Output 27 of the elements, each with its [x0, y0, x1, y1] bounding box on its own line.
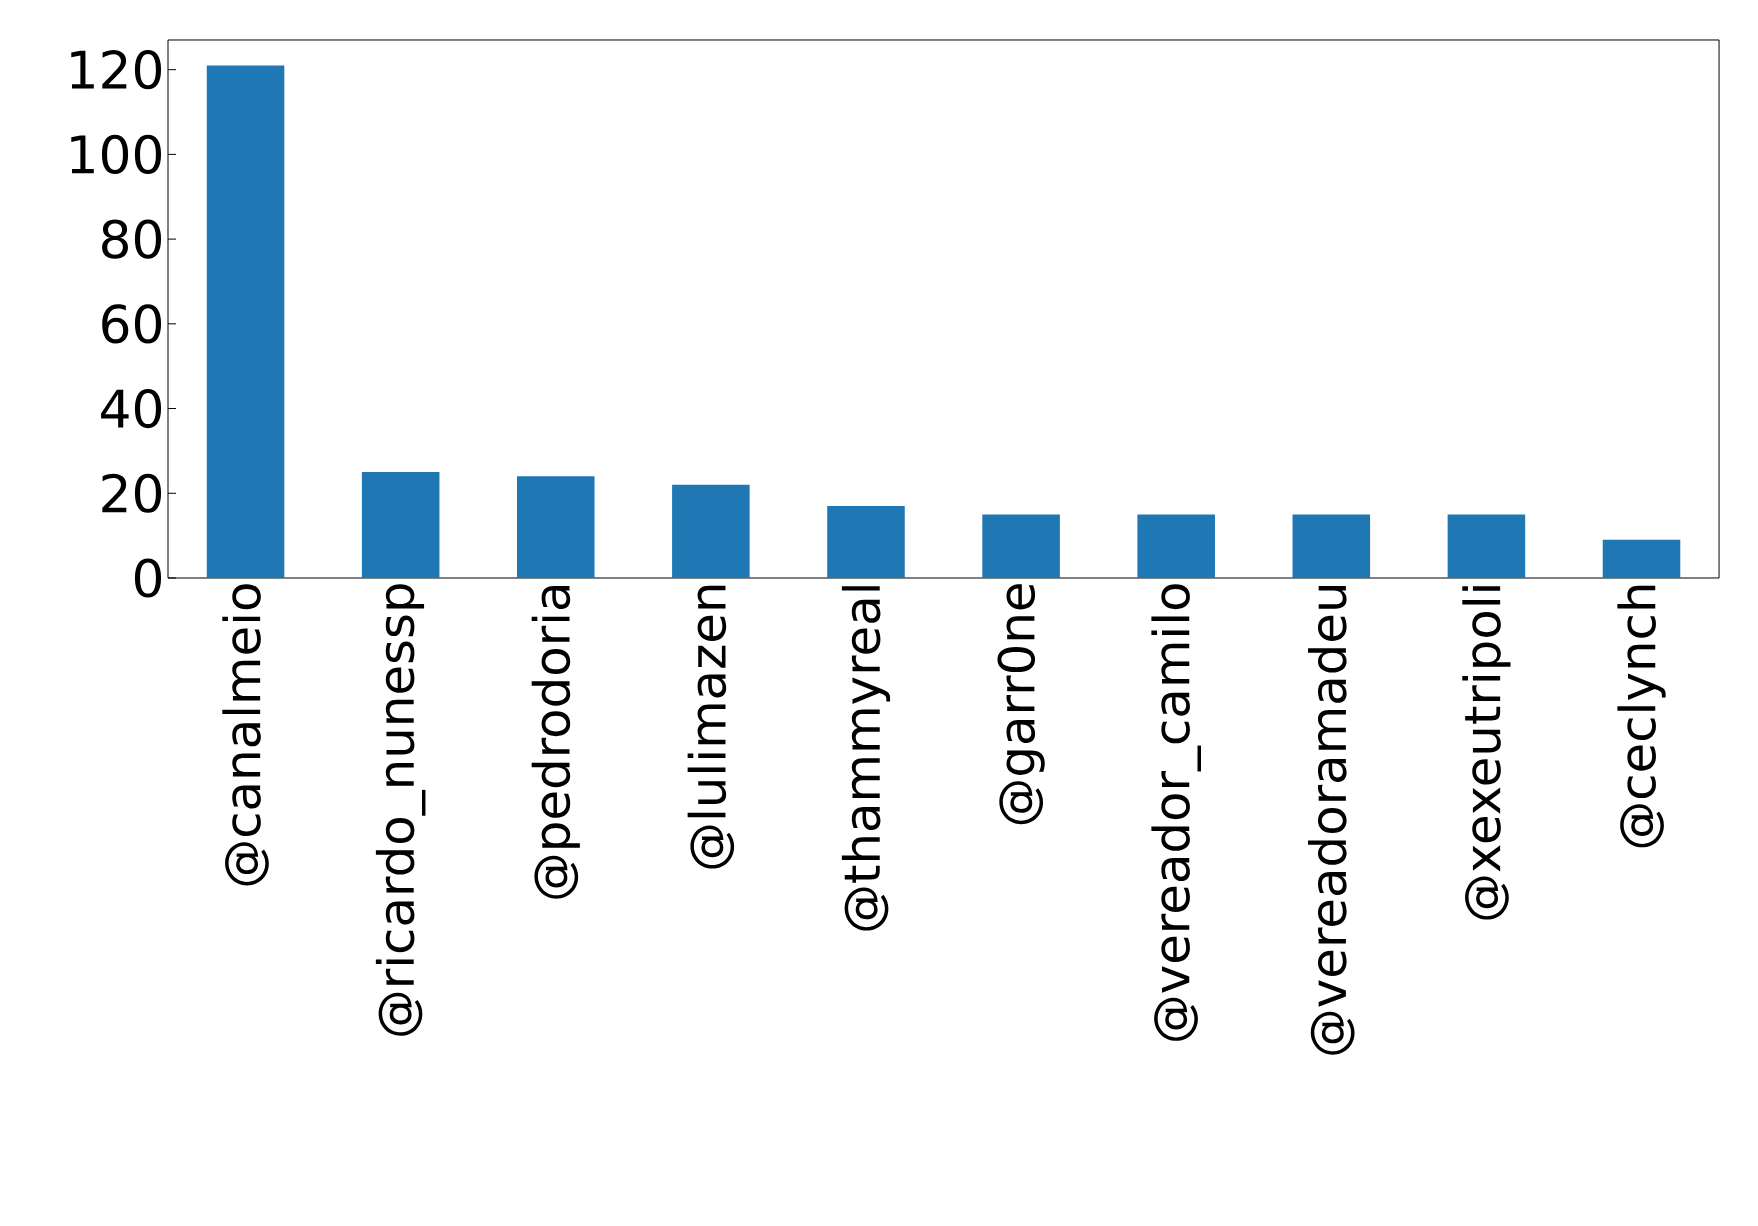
y-tick-label: 100: [71, 134, 162, 174]
bar: [1137, 514, 1215, 578]
y-tick-label: 0: [134, 558, 162, 598]
bar: [1292, 514, 1371, 578]
x-tick-label: @canalmeio: [222, 584, 269, 886]
bar: [516, 476, 595, 578]
bar: [1602, 539, 1681, 578]
x-tick-label: @vereador_camilo: [1151, 584, 1201, 1041]
x-tick-label: @xexeutripoli: [1462, 586, 1511, 920]
bar: [827, 505, 905, 578]
x-tick-label: @vereadoramadeu: [1308, 585, 1355, 1055]
bar: [982, 514, 1060, 578]
bar: [206, 65, 285, 578]
x-tick-label: @lulimazen: [687, 585, 735, 869]
x-tick-label: @garr0ne: [997, 584, 1045, 825]
y-tick-label: 20: [102, 473, 162, 513]
x-tick-label: @ricardo_nunessp: [375, 584, 426, 1036]
bar: [1447, 514, 1526, 578]
y-tick-label: 60: [102, 304, 162, 344]
x-tick-label: @ceclynch: [1617, 585, 1666, 848]
bar: [361, 472, 440, 578]
y-tick-label: 80: [102, 219, 162, 259]
y-tick-label: 120: [71, 50, 162, 90]
bar: [672, 484, 750, 578]
x-tick-label: @thammyreal: [841, 586, 891, 931]
y-tick-label: 40: [101, 388, 162, 429]
x-tick-label: @pedrodoria: [531, 585, 580, 899]
